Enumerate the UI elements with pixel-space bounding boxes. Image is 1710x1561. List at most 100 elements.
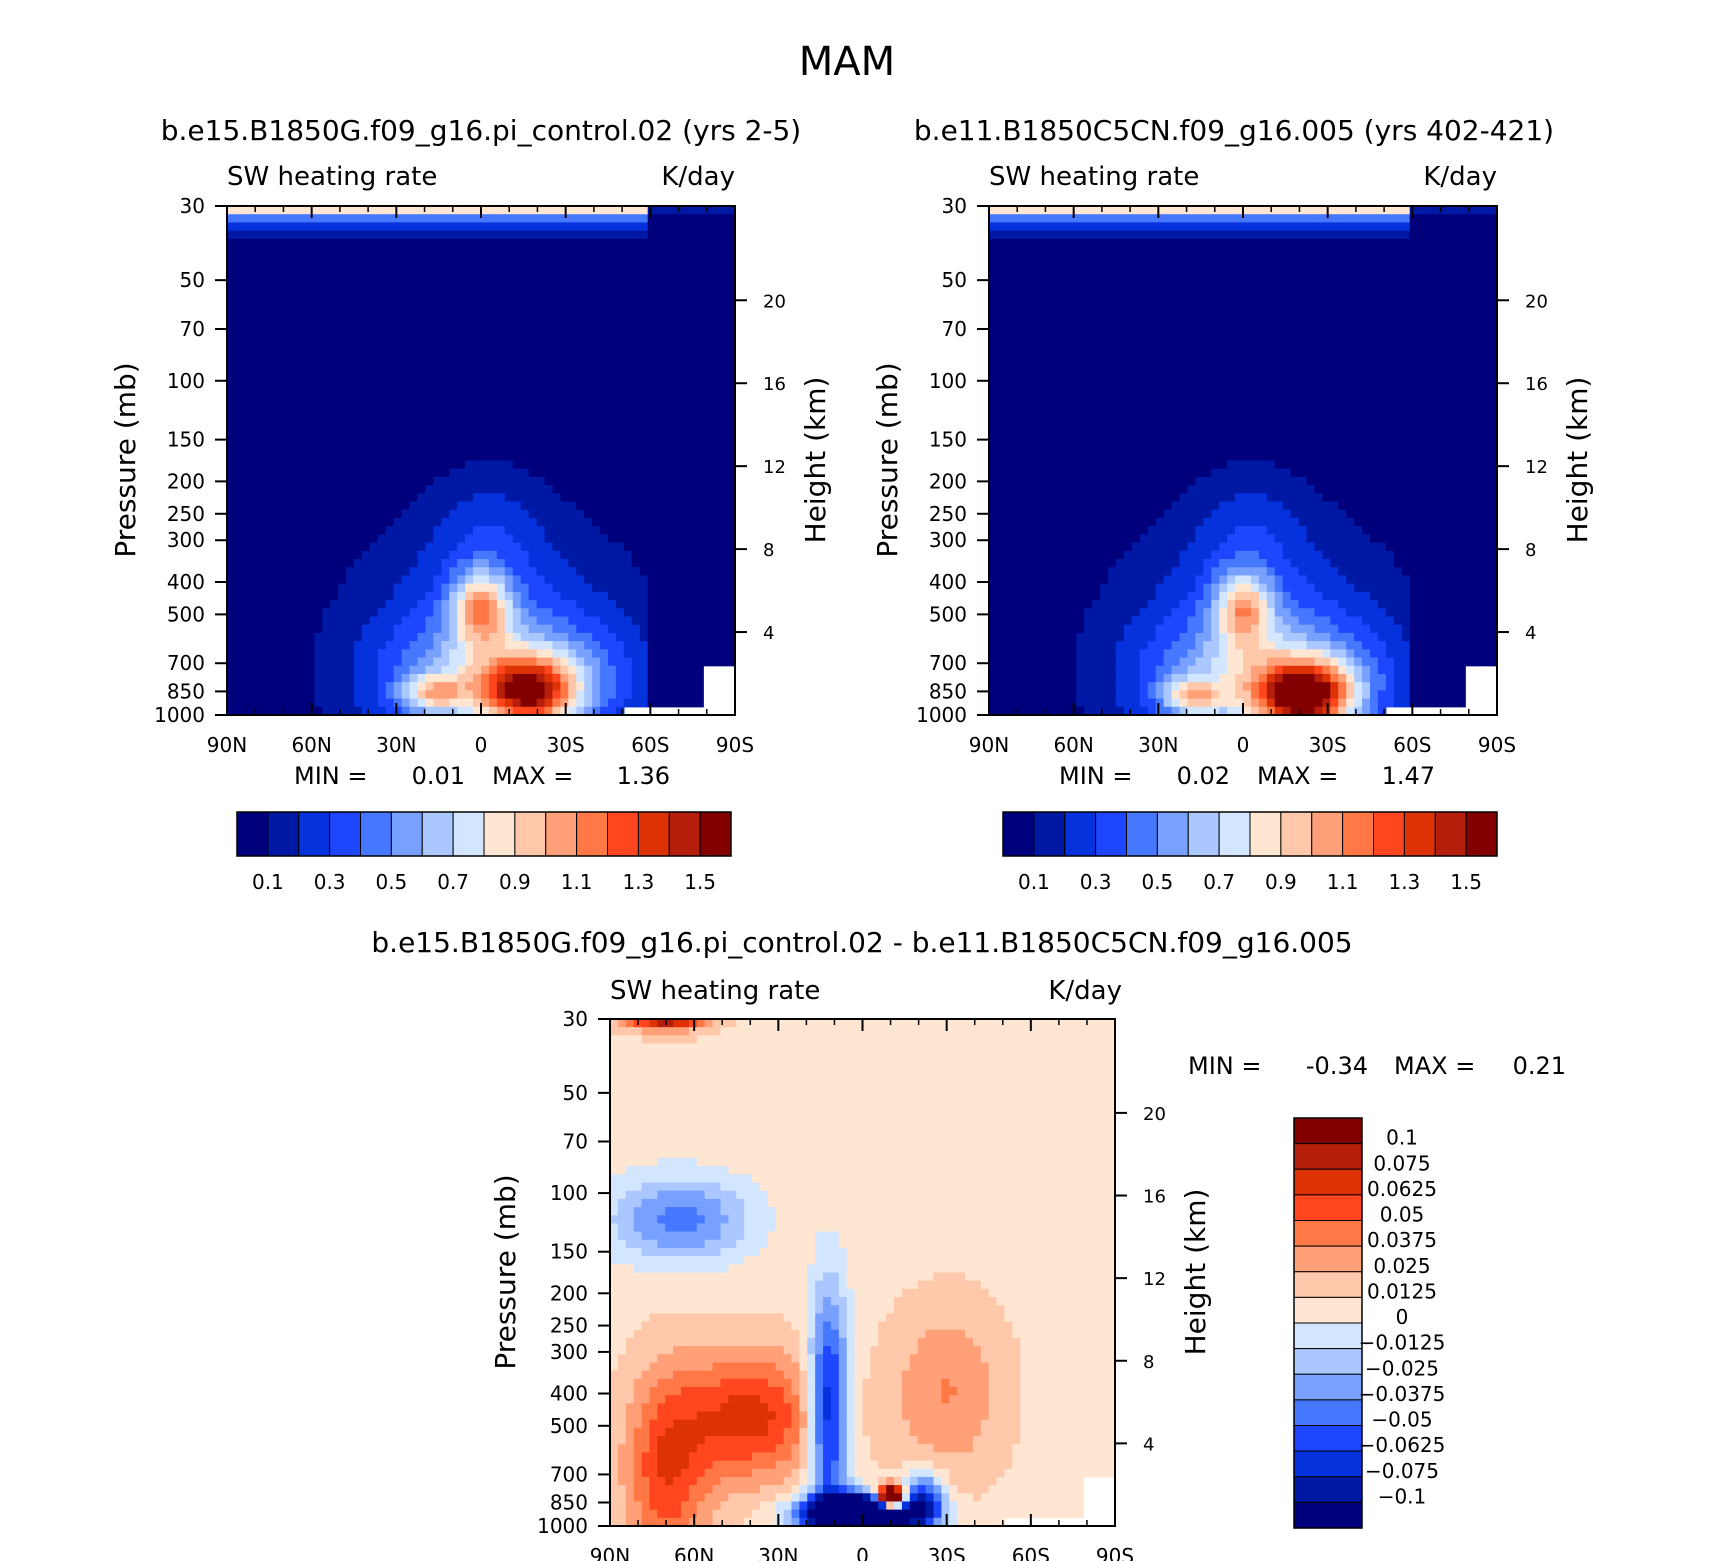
field-cell — [711, 403, 720, 412]
field-cell — [544, 238, 554, 248]
field-cell — [623, 673, 633, 683]
field-cell — [385, 394, 395, 404]
field-cell — [703, 632, 712, 642]
field-cell — [536, 312, 546, 322]
field-cell — [727, 271, 735, 281]
field-cell — [1131, 304, 1141, 314]
field-cell — [560, 665, 569, 675]
field-cell — [615, 370, 625, 379]
field-cell — [433, 591, 442, 601]
panel-left-axes: 90N 60N 30N 0 30S 60S 90S305070100150200250300… — [154, 194, 786, 757]
field-cell — [481, 698, 490, 708]
field-cell — [449, 575, 458, 585]
field-cell — [631, 255, 641, 265]
field-cell — [1219, 279, 1228, 289]
field-cell — [552, 206, 561, 215]
field-cell — [639, 616, 649, 626]
field-cell — [1171, 279, 1181, 289]
field-cell — [679, 320, 688, 330]
field-cell — [504, 509, 514, 519]
field-cell — [1084, 255, 1093, 265]
field-cell — [512, 534, 522, 544]
field-cell — [1195, 222, 1204, 232]
field-cell — [227, 320, 236, 330]
field-cell — [1393, 206, 1403, 215]
field-cell — [306, 665, 315, 675]
field-cell — [727, 288, 735, 297]
field-cell — [695, 435, 704, 445]
field-cell — [290, 673, 300, 683]
field-cell — [615, 649, 625, 659]
field-cell — [322, 641, 331, 650]
field-cell — [330, 337, 339, 347]
field-cell — [1092, 247, 1101, 256]
field-cell — [401, 583, 411, 593]
field-cell — [1393, 255, 1403, 265]
field-cell — [488, 296, 498, 306]
field-cell — [409, 247, 419, 256]
field-cell — [488, 624, 498, 634]
field-cell — [1354, 247, 1363, 256]
field-cell — [274, 353, 284, 363]
field-cell — [1004, 230, 1014, 240]
field-cell — [663, 624, 673, 634]
field-cell — [1108, 312, 1117, 322]
field-cell — [1370, 238, 1379, 248]
field-cell — [1171, 214, 1181, 224]
field-cell — [401, 624, 411, 634]
field-cell — [608, 378, 617, 388]
field-cell — [663, 690, 673, 700]
field-cell — [615, 353, 625, 363]
field-cell — [1489, 312, 1497, 322]
field-cell — [1116, 255, 1125, 265]
field-cell — [623, 386, 633, 396]
field-cell — [623, 575, 633, 585]
field-cell — [330, 632, 339, 642]
field-cell — [536, 550, 546, 560]
field-cell — [401, 567, 411, 577]
x-tick-label: 60N — [291, 733, 331, 757]
field-cell — [1409, 288, 1419, 297]
field-cell — [631, 271, 641, 281]
field-cell — [298, 460, 307, 470]
field-cell — [298, 255, 307, 265]
field-cell — [227, 509, 236, 519]
field-cell — [242, 271, 252, 281]
field-cell — [576, 247, 585, 256]
field-cell — [322, 624, 331, 634]
field-cell — [393, 304, 403, 314]
field-cell — [647, 279, 657, 289]
field-cell — [496, 509, 506, 519]
field-cell — [1036, 263, 1046, 273]
field-cell — [1076, 238, 1085, 248]
field-cell — [520, 591, 530, 601]
field-cell — [1290, 312, 1300, 322]
field-cell — [433, 476, 442, 486]
field-cell — [393, 690, 403, 700]
field-cell — [504, 600, 514, 609]
field-cell — [623, 419, 633, 429]
field-cell — [385, 550, 395, 560]
field-cell — [330, 485, 339, 494]
field-cell — [385, 206, 395, 215]
field-cell — [227, 279, 236, 289]
field-cell — [488, 279, 498, 289]
field-cell — [552, 271, 561, 281]
field-cell — [227, 485, 236, 494]
field-cell — [504, 435, 514, 445]
field-cell — [417, 706, 427, 715]
field-cell — [417, 329, 427, 338]
field-cell — [298, 337, 307, 347]
field-cell — [1385, 263, 1395, 273]
field-cell — [520, 698, 530, 708]
field-cell — [377, 370, 387, 379]
field-cell — [1171, 222, 1181, 232]
field-cell — [615, 517, 625, 527]
field-cell — [1092, 206, 1101, 215]
field-cell — [346, 435, 355, 445]
field-cell — [1116, 263, 1125, 273]
field-cell — [473, 394, 482, 404]
field-cell — [1441, 206, 1450, 215]
field-cell — [266, 600, 276, 609]
field-cell — [496, 206, 506, 215]
